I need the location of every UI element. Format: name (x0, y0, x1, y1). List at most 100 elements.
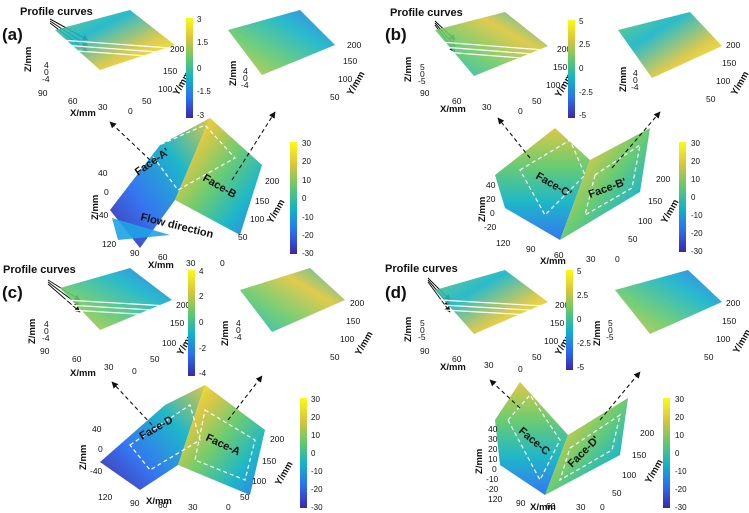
xlabel: X/mm (540, 256, 566, 267)
colorbar-tick: 0 (577, 315, 582, 324)
colorbar-tick: 20 (691, 157, 700, 166)
x-tick: 90 (420, 346, 430, 356)
colorbar-tick: 0 (197, 64, 202, 73)
y-tick: 100 (716, 334, 730, 344)
surface-patch (240, 268, 345, 332)
colorbar-tick: 0 (675, 449, 680, 458)
panel-label-a: (a) (2, 25, 23, 44)
colorbar-small-c: 4 2 0 -2 -4 (188, 267, 207, 378)
z-tick: -4 (631, 82, 639, 92)
z-tick: 4 (44, 60, 49, 70)
z-tick: 0 (44, 326, 49, 336)
colorbar-tick: 10 (311, 431, 320, 440)
ylabel: Y/mm (729, 70, 749, 98)
z-tick: 0 (420, 325, 425, 335)
y-tick: 150 (163, 66, 177, 76)
y-tick: 150 (170, 318, 184, 328)
colorbar-tick: 30 (691, 139, 700, 148)
y-tick: 200 (640, 428, 654, 438)
x-tick: 90 (130, 248, 140, 258)
colorbar-tick: -20 (691, 229, 703, 238)
zoom-pointers-a (109, 111, 276, 181)
zlabel: Z/mm (78, 445, 89, 470)
x-tick: 30 (586, 254, 596, 264)
colorbar-tick: -2.5 (577, 339, 591, 348)
panel-label-c: (c) (2, 283, 23, 302)
y-tick: 100 (340, 334, 354, 344)
surface-patch (228, 10, 335, 75)
z-tick: 0 (236, 325, 241, 335)
z-tick: 5 (608, 318, 613, 328)
x-tick: 60 (546, 501, 556, 511)
colorbar-tick: 0 (199, 318, 204, 327)
zlabel: Z/mm (220, 321, 231, 346)
profile-curves-label-a: Profile curves (20, 6, 93, 18)
y-tick: 50 (238, 232, 248, 242)
colorbar-tick: 10 (691, 175, 700, 184)
y-tick: 100 (638, 216, 652, 226)
x-tick: 30 (188, 502, 198, 512)
colorbar-small-b: 5 2.5 0 -2.5 -5 (568, 17, 593, 120)
zoom-pointers-d (489, 371, 641, 421)
panel-label-b: (b) (385, 25, 407, 44)
z-tick: 0 (104, 187, 109, 197)
colorbar-big-c: 30 20 10 0 -10 -20 -30 (300, 395, 323, 512)
profile-curves (64, 299, 173, 317)
panel-b: (b) Profile curves Z/mm 5 0 -5 90 60 30 … (385, 7, 749, 267)
x-tick: 30 (576, 502, 586, 512)
z-tick: 40 (488, 424, 498, 434)
face-right (560, 128, 650, 240)
z-tick: 0 (420, 69, 425, 79)
colorbar-tick: 4 (199, 267, 204, 276)
x-tick: 30 (98, 102, 108, 112)
y-tick: 100 (158, 84, 172, 94)
small-surface-d-right: Z/mm 5 0 -5 200 150 100 50 Y/mm (592, 270, 749, 362)
big-surface-b: Face-C' Face-B' Z/mm 40 20 0 -20 120 90 … (477, 111, 682, 267)
y-tick: 200 (726, 40, 740, 50)
x-tick: 60 (452, 96, 462, 106)
zlabel: Z/mm (23, 47, 34, 72)
colorbar-tick: -10 (675, 467, 687, 476)
colorbar-tick: 5 (577, 267, 582, 276)
surface-patch (60, 268, 172, 330)
colorbar-tick: 2 (199, 292, 204, 301)
small-surface-b-right: Z/mm 4 0 -4 200 150 100 50 Y/mm (618, 12, 749, 104)
y-tick: 150 (550, 318, 564, 328)
colorbar-tick: 2.5 (579, 40, 591, 49)
x-tick: 30 (484, 360, 494, 370)
colorbar-tick: -30 (691, 247, 703, 256)
profile-curves (439, 41, 549, 61)
x-tick: 60 (158, 500, 168, 510)
colorbar-tick: 30 (675, 395, 684, 404)
z-tick: 4 (236, 318, 241, 328)
y-tick: 100 (716, 76, 730, 86)
x-tick: 90 (130, 498, 140, 508)
colorbar-small-a: 3 1.5 0 -1.5 -3 (186, 15, 211, 120)
surface-patch (618, 12, 722, 78)
zlabel: Z/mm (618, 67, 629, 92)
face-left (495, 128, 590, 240)
z-tick: 0 (44, 67, 49, 77)
small-surface-a-left: Z/mm 4 0 -4 90 60 30 X/mm 200 150 100 50… (23, 10, 194, 119)
z-tick: -10 (486, 474, 499, 484)
panel-a: (a) Profile curves Z/mm 4 0 -4 90 60 30 … (2, 6, 368, 271)
colorbar-tick: -30 (311, 503, 323, 512)
z-tick: 0 (633, 75, 638, 85)
x-tick: 120 (98, 492, 112, 502)
y-tick: 50 (240, 492, 250, 502)
y-tick: 200 (347, 40, 361, 50)
colorbar-tick: -10 (302, 213, 314, 222)
y-tick: 50 (532, 352, 542, 362)
colorbar-tick: 1.5 (197, 38, 209, 47)
corner-tick: 0 (226, 502, 231, 512)
panel-d: (d) Profile curves Z/mm 5 0 -5 90 60 30 … (385, 263, 749, 513)
zlabel: Z/mm (27, 319, 38, 344)
z-tick: 0 (608, 325, 613, 335)
xlabel: X/mm (148, 260, 174, 271)
x-tick: 30 (482, 102, 492, 112)
x-tick: 30 (186, 258, 196, 268)
z-tick: 10 (488, 454, 498, 464)
y-tick: 50 (704, 352, 714, 362)
y-tick: 100 (250, 214, 264, 224)
